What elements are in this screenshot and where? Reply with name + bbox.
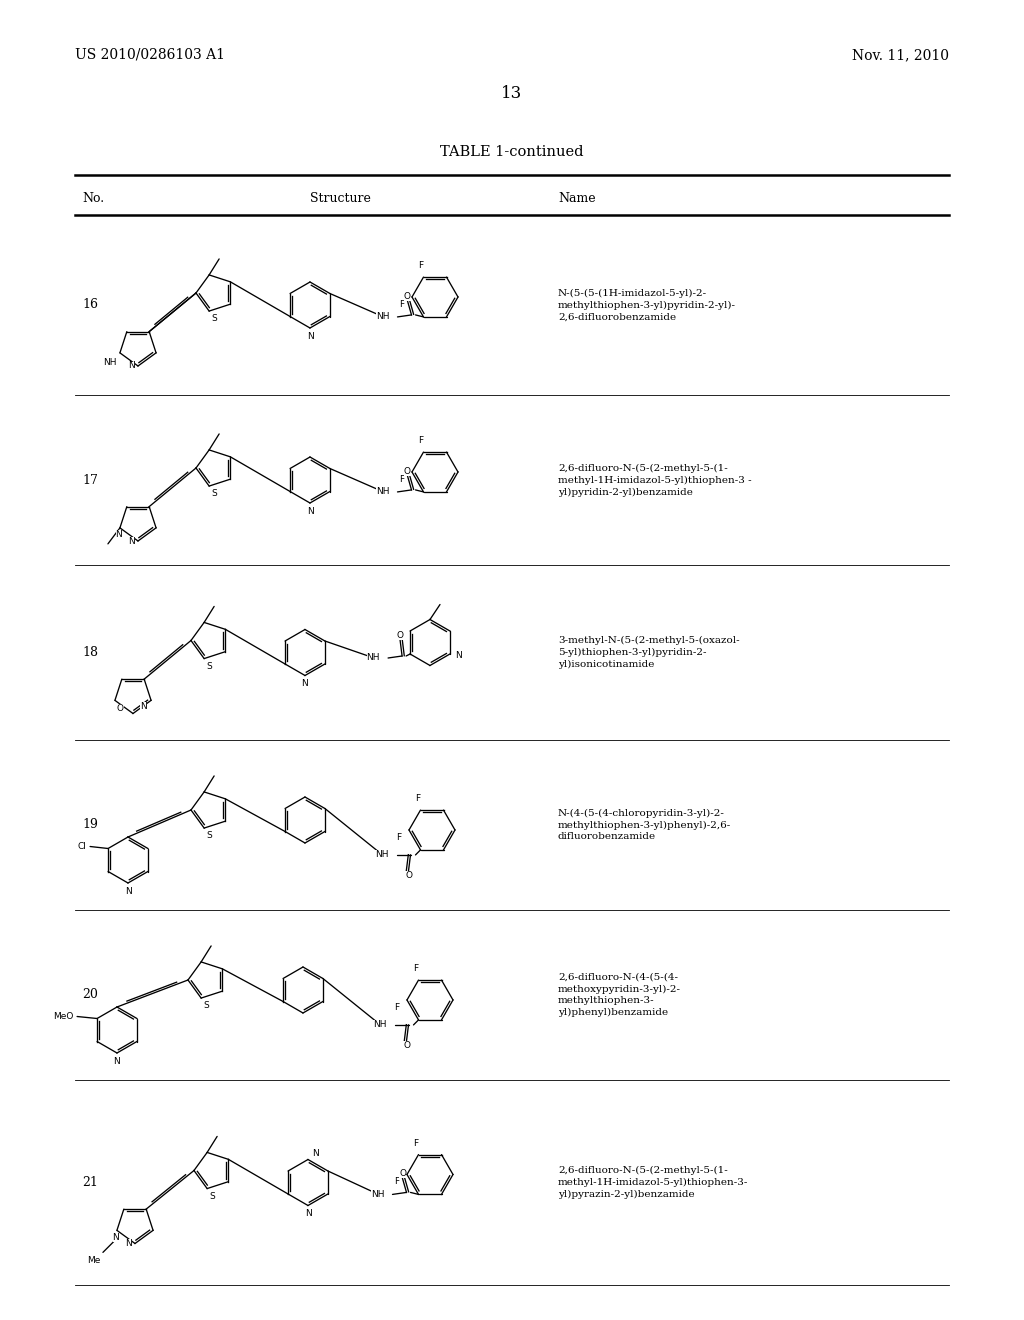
Text: MeO: MeO bbox=[52, 1012, 73, 1020]
Text: N: N bbox=[302, 680, 308, 689]
Text: S: S bbox=[211, 314, 217, 323]
Text: 2,6-difluoro-N-(5-(2-methyl-5-(1-
methyl-1H-imidazol-5-yl)thiophen-3 -
yl)pyridi: 2,6-difluoro-N-(5-(2-methyl-5-(1- methyl… bbox=[558, 463, 752, 496]
Text: F: F bbox=[413, 1139, 418, 1147]
Text: O: O bbox=[404, 292, 411, 301]
Text: NH: NH bbox=[376, 313, 389, 321]
Text: F: F bbox=[394, 1177, 399, 1187]
Text: N: N bbox=[455, 652, 462, 660]
Text: N: N bbox=[125, 887, 131, 896]
Text: NH: NH bbox=[376, 487, 389, 496]
Text: O: O bbox=[399, 1170, 406, 1179]
Text: F: F bbox=[399, 300, 404, 309]
Text: 2,6-difluoro-N-(5-(2-methyl-5-(1-
methyl-1H-imidazol-5-yl)thiophen-3-
yl)pyrazin: 2,6-difluoro-N-(5-(2-methyl-5-(1- methyl… bbox=[558, 1166, 749, 1199]
Text: N: N bbox=[113, 1233, 120, 1242]
Text: 20: 20 bbox=[82, 989, 98, 1002]
Text: N: N bbox=[306, 333, 313, 341]
Text: No.: No. bbox=[82, 191, 104, 205]
Text: N: N bbox=[114, 1057, 121, 1067]
Text: N: N bbox=[312, 1148, 318, 1158]
Text: NH: NH bbox=[371, 1189, 384, 1199]
Text: 17: 17 bbox=[82, 474, 98, 487]
Text: N: N bbox=[140, 702, 147, 711]
Text: 3-methyl-N-(5-(2-methyl-5-(oxazol-
5-yl)thiophen-3-yl)pyridin-2-
yl)isonicotinam: 3-methyl-N-(5-(2-methyl-5-(oxazol- 5-yl)… bbox=[558, 636, 739, 669]
Text: N: N bbox=[128, 362, 135, 371]
Text: NH: NH bbox=[375, 850, 388, 859]
Text: N: N bbox=[306, 507, 313, 516]
Text: S: S bbox=[203, 1001, 209, 1010]
Text: O: O bbox=[403, 1041, 410, 1049]
Text: S: S bbox=[206, 661, 212, 671]
Text: F: F bbox=[413, 964, 418, 973]
Text: S: S bbox=[209, 1192, 215, 1201]
Text: 13: 13 bbox=[502, 84, 522, 102]
Text: Nov. 11, 2010: Nov. 11, 2010 bbox=[852, 48, 949, 62]
Text: S: S bbox=[206, 832, 212, 840]
Text: Cl: Cl bbox=[77, 842, 86, 851]
Text: Me: Me bbox=[88, 1257, 101, 1266]
Text: N: N bbox=[128, 536, 135, 545]
Text: NH: NH bbox=[373, 1020, 386, 1030]
Text: NH: NH bbox=[367, 653, 380, 663]
Text: 2,6-difluoro-N-(4-(5-(4-
methoxypyridin-3-yl)-2-
methylthiophen-3-
yl)phenyl)ben: 2,6-difluoro-N-(4-(5-(4- methoxypyridin-… bbox=[558, 973, 681, 1018]
Text: F: F bbox=[418, 261, 423, 271]
Text: 19: 19 bbox=[82, 818, 98, 832]
Text: US 2010/0286103 A1: US 2010/0286103 A1 bbox=[75, 48, 225, 62]
Text: F: F bbox=[394, 1003, 399, 1012]
Text: O: O bbox=[117, 705, 124, 713]
Text: 21: 21 bbox=[82, 1176, 98, 1189]
Text: N: N bbox=[116, 529, 122, 539]
Text: 18: 18 bbox=[82, 645, 98, 659]
Text: F: F bbox=[399, 475, 404, 484]
Text: Structure: Structure bbox=[309, 191, 371, 205]
Text: N-(5-(5-(1H-imidazol-5-yl)-2-
methylthiophen-3-yl)pyridin-2-yl)-
2,6-difluoroben: N-(5-(5-(1H-imidazol-5-yl)-2- methylthio… bbox=[558, 289, 736, 322]
Text: O: O bbox=[396, 631, 403, 640]
Text: F: F bbox=[396, 833, 401, 842]
Text: N-(4-(5-(4-chloropyridin-3-yl)-2-
methylthiophen-3-yl)phenyl)-2,6-
difluorobenza: N-(4-(5-(4-chloropyridin-3-yl)-2- methyl… bbox=[558, 809, 731, 841]
Text: 16: 16 bbox=[82, 298, 98, 312]
Text: N: N bbox=[125, 1239, 132, 1247]
Text: N: N bbox=[304, 1209, 311, 1218]
Text: F: F bbox=[415, 795, 420, 803]
Text: Name: Name bbox=[558, 191, 596, 205]
Text: F: F bbox=[418, 436, 423, 445]
Text: O: O bbox=[406, 871, 412, 880]
Text: TABLE 1-continued: TABLE 1-continued bbox=[440, 145, 584, 158]
Text: S: S bbox=[211, 490, 217, 498]
Text: O: O bbox=[404, 467, 411, 477]
Text: NH: NH bbox=[103, 358, 117, 367]
